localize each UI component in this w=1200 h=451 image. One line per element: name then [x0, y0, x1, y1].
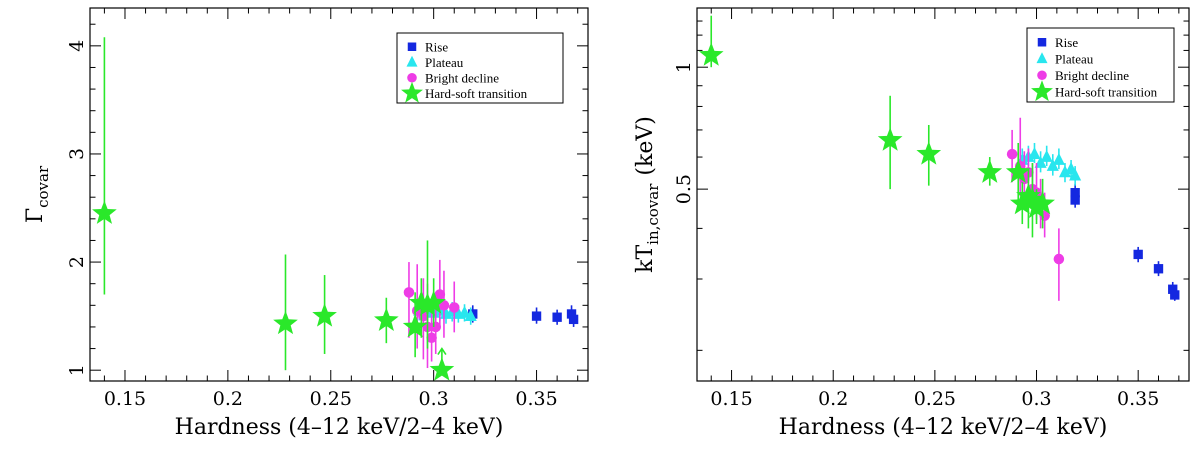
- data-point: [1168, 284, 1178, 294]
- data-point: [1030, 190, 1055, 215]
- data-point: [92, 200, 117, 224]
- data-point: [1170, 290, 1180, 300]
- x-tick-label: 0.2: [213, 388, 243, 410]
- data-point: [1024, 194, 1049, 219]
- series-rise: [468, 305, 579, 327]
- data-point: [1046, 158, 1059, 171]
- x-axis-label: Hardness (4–12 keV/2–4 keV): [175, 415, 504, 440]
- y-tick-label: 3: [66, 148, 88, 160]
- series-rise: [1070, 183, 1180, 301]
- x-tick-label: 0.15: [104, 388, 146, 410]
- y-axis-label: Γcovar: [23, 165, 52, 223]
- y-tick-label: 4: [66, 40, 88, 52]
- data-point: [415, 292, 440, 316]
- data-point: [552, 312, 562, 322]
- data-point: [568, 314, 579, 325]
- data-point: [916, 141, 942, 165]
- y-axis-label: kTin,covar (keV): [633, 116, 662, 273]
- y-axis-label-subscript: covar: [34, 165, 52, 208]
- legend-label: Rise: [1055, 35, 1078, 50]
- data-point: [1153, 264, 1164, 274]
- legend-box: [396, 32, 564, 104]
- data-point: [434, 289, 446, 300]
- legend-marker: [407, 42, 417, 51]
- data-point: [1069, 168, 1082, 181]
- legend-label: Plateau: [1055, 51, 1094, 66]
- data-point: [402, 313, 428, 338]
- y-axis-label-subscript: in,covar: [644, 183, 662, 245]
- data-point: [312, 303, 337, 327]
- data-point: [430, 321, 441, 333]
- legend-marker: [407, 72, 417, 83]
- data-point: [273, 310, 298, 335]
- x-tick-label: 0.25: [914, 388, 956, 410]
- data-point: [1020, 187, 1045, 211]
- data-point: [1058, 165, 1072, 178]
- legend-label: Bright decline: [1055, 68, 1129, 83]
- data-point: [566, 309, 577, 319]
- data-point: [1006, 148, 1018, 160]
- x-tick-label: 0.2: [818, 388, 848, 410]
- x-tick-label: 0.35: [1117, 388, 1159, 410]
- data-point: [1005, 159, 1031, 183]
- legend-marker: [1037, 70, 1047, 81]
- data-point: [1052, 152, 1065, 165]
- data-point: [426, 332, 437, 344]
- x-tick-label: 0.3: [419, 388, 449, 410]
- data-point: [421, 290, 446, 314]
- legend-label: Hard-soft transition: [1055, 84, 1158, 99]
- data-point: [698, 42, 724, 66]
- data-point: [1070, 188, 1080, 198]
- data-point: [1016, 183, 1041, 207]
- data-point: [977, 159, 1003, 183]
- left-panel: 0.15 0.2 0.25 0.3 0.35 1 2 3 4 Hardness (4–12 keV…: [23, 7, 589, 440]
- data-point: [1133, 249, 1143, 260]
- legend-box: [1026, 27, 1175, 103]
- y-tick-label: 2: [66, 256, 88, 268]
- y-tick-label: 1: [66, 364, 88, 376]
- legend-marker: [1037, 38, 1047, 47]
- series-hard-soft-transition: [92, 37, 455, 381]
- y-axis-label-main: kT: [633, 245, 658, 273]
- data-point: [877, 127, 903, 151]
- right-panel: 0.15 0.2 0.25 0.3 0.35 0.5 1 Hardness (4–12 keV…: [633, 7, 1190, 440]
- data-point: [1053, 253, 1065, 265]
- legend-label: Bright decline: [425, 70, 499, 85]
- data-point: [1040, 149, 1053, 162]
- data-point: [403, 287, 415, 298]
- data-point: [1028, 146, 1041, 160]
- y-tick-label: 0.5: [673, 174, 695, 204]
- legend-label: Plateau: [425, 55, 464, 70]
- legend-marker: [406, 55, 418, 67]
- y-tick-label: 1: [673, 61, 695, 73]
- data-point: [1070, 195, 1080, 205]
- data-point: [429, 357, 455, 381]
- data-point: [1034, 155, 1047, 168]
- series-hard-soft-transition: [698, 15, 1055, 238]
- x-tick-label: 0.3: [1021, 388, 1051, 410]
- legend-label: Hard-soft transition: [425, 86, 528, 101]
- data-point: [531, 311, 542, 321]
- legend-marker: [1031, 80, 1053, 102]
- data-point: [458, 305, 471, 318]
- x-axis-label: Hardness (4–12 keV/2–4 keV): [779, 415, 1108, 440]
- legend-marker: [1036, 52, 1048, 64]
- x-tick-label: 0.15: [710, 388, 752, 410]
- legend-marker: [401, 81, 423, 103]
- legend-label: Rise: [425, 39, 448, 54]
- data-point: [448, 302, 460, 313]
- plot-frame: [696, 7, 1190, 382]
- y-axis-label-main: Γ: [23, 208, 48, 223]
- x-tick-label: 0.35: [515, 388, 557, 410]
- plot-frame: [89, 7, 589, 382]
- data-point: [464, 308, 477, 321]
- x-tick-label: 0.25: [310, 388, 352, 410]
- y-axis-label-unit: (keV): [633, 116, 658, 175]
- data-point: [374, 307, 399, 331]
- limit-arrow-head: [437, 347, 447, 356]
